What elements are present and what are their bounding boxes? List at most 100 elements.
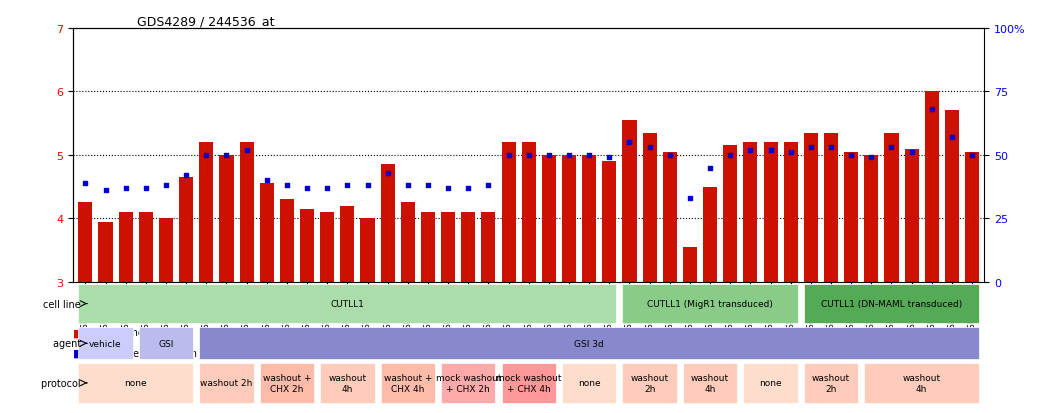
FancyBboxPatch shape [562,363,617,403]
Point [319,185,336,192]
Bar [502,143,515,282]
Text: washout 2h: washout 2h [200,378,252,387]
FancyBboxPatch shape [441,363,495,403]
Point [77,180,94,187]
Bar [199,143,214,282]
Point [97,188,114,194]
Text: mock washout
+ CHX 2h: mock washout + CHX 2h [436,373,502,393]
Point [420,183,437,189]
Point [137,185,154,192]
Point [500,152,517,159]
Text: transformed count: transformed count [90,328,180,338]
Point [721,152,738,159]
Point [117,185,134,192]
FancyBboxPatch shape [79,284,617,323]
Point [239,147,255,154]
Point [359,183,376,189]
Bar [885,133,898,282]
FancyBboxPatch shape [683,363,737,403]
Bar [905,149,918,282]
Point [279,183,295,189]
Text: GDS4289 / 244536_at: GDS4289 / 244536_at [137,15,274,28]
Bar [421,212,435,282]
Bar [663,152,676,282]
Text: CUTLL1 (MigR1 transduced): CUTLL1 (MigR1 transduced) [647,299,773,309]
Bar [260,184,274,282]
Point [259,178,275,184]
Bar [844,152,859,282]
Bar [360,219,375,282]
Text: washout
4h: washout 4h [903,373,941,393]
FancyBboxPatch shape [79,363,194,403]
Point [904,150,920,156]
Point [460,185,476,192]
Text: GSI 3d: GSI 3d [575,339,604,348]
Text: washout
2h: washout 2h [812,373,850,393]
Point [178,173,195,179]
Point [762,147,779,154]
Bar [703,187,717,282]
Bar [240,143,253,282]
Point [339,183,356,189]
Text: cell line: cell line [43,299,84,309]
Text: agent: agent [52,338,84,349]
Point [641,145,658,151]
Bar [139,212,153,282]
Point [682,195,698,202]
Point [963,152,980,159]
Bar [521,143,536,282]
Bar [783,143,798,282]
FancyBboxPatch shape [79,328,133,359]
Bar [864,156,878,282]
Bar [482,212,495,282]
Text: CUTLL1: CUTLL1 [331,299,364,309]
Text: protocol: protocol [41,378,84,388]
FancyBboxPatch shape [199,328,979,359]
Bar [542,156,556,282]
Bar [763,143,778,282]
Text: washout
4h: washout 4h [691,373,729,393]
Bar [925,92,939,282]
Point [481,183,497,189]
Bar [562,156,576,282]
FancyBboxPatch shape [199,363,253,403]
Point [400,183,417,189]
Point [158,183,175,189]
Bar [743,143,757,282]
Text: vehicle: vehicle [89,339,121,348]
Point [560,152,577,159]
FancyBboxPatch shape [320,363,375,403]
Bar [118,212,133,282]
Bar [462,212,475,282]
FancyBboxPatch shape [623,363,676,403]
Text: washout +
CHX 2h: washout + CHX 2h [263,373,311,393]
FancyBboxPatch shape [502,363,556,403]
FancyBboxPatch shape [260,363,314,403]
Bar [401,203,415,282]
Point [198,152,215,159]
Point [440,185,456,192]
Point [662,152,678,159]
Text: percentile rank within the sample: percentile rank within the sample [90,348,254,358]
Point [802,145,819,151]
FancyBboxPatch shape [804,284,979,323]
Bar [79,203,92,282]
Point [823,145,840,151]
Text: ■: ■ [73,328,84,338]
Bar [381,165,395,282]
Point [863,155,879,161]
Bar [320,212,334,282]
Text: washout
2h: washout 2h [630,373,669,393]
Point [923,107,940,113]
Text: none: none [578,378,601,387]
Bar [280,200,294,282]
Point [943,135,960,141]
Point [218,152,235,159]
Text: mock washout
+ CHX 4h: mock washout + CHX 4h [496,373,561,393]
Text: none: none [125,378,147,387]
Bar [159,219,173,282]
FancyBboxPatch shape [804,363,859,403]
Text: none: none [759,378,782,387]
Bar [300,209,314,282]
FancyBboxPatch shape [623,284,798,323]
